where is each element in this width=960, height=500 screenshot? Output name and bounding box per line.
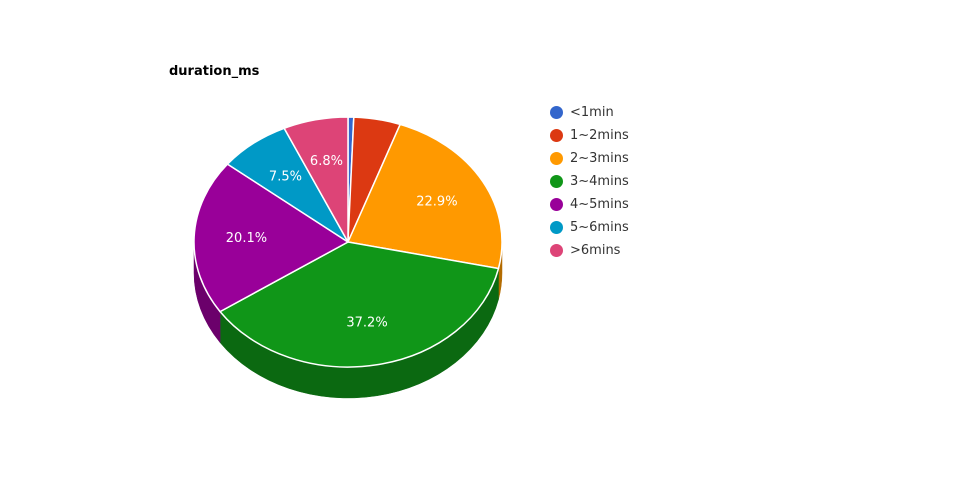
legend-label: 4~5mins [570, 197, 629, 212]
legend-marker [550, 244, 563, 257]
legend-item[interactable]: 1~2mins [550, 124, 629, 147]
legend-item[interactable]: >6mins [550, 239, 629, 262]
legend-item[interactable]: 4~5mins [550, 193, 629, 216]
pie-slice-2[interactable] [347, 123, 503, 270]
legend-item[interactable]: <1min [550, 101, 629, 124]
legend-item[interactable]: 2~3mins [550, 147, 629, 170]
legend-item[interactable]: 5~6mins [550, 216, 629, 239]
legend-marker [550, 198, 563, 211]
slice-label-2: 22.9% [416, 195, 457, 210]
pie-slice-4[interactable] [193, 163, 349, 313]
legend-marker [550, 106, 563, 119]
legend-label: <1min [570, 105, 614, 120]
legend-marker [550, 129, 563, 142]
legend-item[interactable]: 3~4mins [550, 170, 629, 193]
legend: <1min 1~2mins 2~3mins 3~4mins 4~5mins 5~6mins… [550, 101, 629, 262]
pie-top-group [193, 116, 503, 368]
chart-title: duration_ms [169, 64, 260, 79]
slice-label-6: 6.8% [310, 154, 343, 169]
pie-slice-6[interactable] [283, 116, 349, 243]
slice-label-3: 37.2% [346, 316, 387, 331]
legend-label: 3~4mins [570, 174, 629, 189]
legend-marker [550, 175, 563, 188]
legend-marker [550, 221, 563, 234]
legend-label: 2~3mins [570, 151, 629, 166]
pie-slice-3[interactable] [219, 241, 500, 368]
slice-label-4: 20.1% [226, 231, 267, 246]
legend-label: 1~2mins [570, 128, 629, 143]
slice-label-5: 7.5% [269, 169, 302, 184]
legend-marker [550, 152, 563, 165]
legend-label: 5~6mins [570, 220, 629, 235]
slice-label-group: 22.9% 37.2% 20.1% 7.5% 6.8% [226, 154, 458, 331]
legend-label: >6mins [570, 243, 621, 258]
